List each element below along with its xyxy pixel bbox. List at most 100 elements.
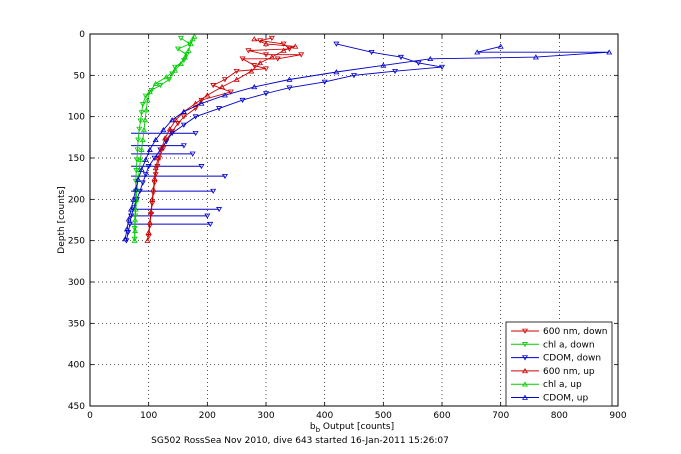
data-point [145, 164, 152, 170]
data-point [280, 41, 287, 47]
legend-label: chl a, up [543, 380, 582, 390]
data-point [132, 206, 139, 212]
data-point [146, 219, 153, 225]
data-point [143, 107, 150, 113]
data-point [134, 147, 141, 153]
data-point [146, 89, 153, 95]
data-point [397, 54, 404, 61]
y-tick-label: 250 [68, 237, 85, 247]
cdom-spike-marker [204, 213, 211, 219]
data-point [155, 155, 162, 161]
data-point [239, 97, 246, 103]
data-point [251, 84, 258, 90]
y-tick-label: 450 [68, 402, 85, 412]
data-point [185, 47, 192, 53]
data-point [169, 117, 176, 123]
legend-item: chl a, down [511, 340, 595, 350]
data-point [158, 145, 165, 151]
data-point [122, 236, 129, 242]
data-point [368, 49, 375, 56]
data-point [292, 43, 299, 49]
legend-swatch-marker [522, 342, 528, 348]
data-point [263, 66, 269, 72]
data-point [166, 126, 173, 132]
data-point [139, 180, 146, 186]
data-point [221, 92, 228, 98]
legend-item: 600 nm, down [511, 327, 608, 337]
data-point [198, 100, 205, 106]
y-tick-label: 200 [68, 195, 85, 205]
legend-swatch-marker [522, 368, 528, 374]
data-point [216, 106, 223, 112]
x-tick-label: 700 [492, 411, 509, 421]
data-point [172, 67, 179, 73]
data-point [133, 157, 140, 163]
data-point [151, 175, 158, 181]
data-point [233, 68, 240, 75]
x-tick-label: 400 [316, 411, 333, 421]
data-point [497, 43, 504, 49]
data-point [286, 85, 293, 91]
data-point [175, 46, 181, 52]
data-point [137, 156, 144, 162]
x-tick-label: 800 [551, 411, 568, 421]
legend-swatch-marker [522, 355, 528, 361]
legend-label: 600 nm, down [543, 327, 608, 337]
data-point [132, 217, 139, 223]
data-point [149, 196, 156, 202]
y-axis-label: Depth [counts] [57, 186, 67, 253]
data-point [136, 126, 143, 132]
data-point [151, 155, 158, 161]
legend-label: CDOM, up [543, 394, 588, 404]
plot-frame [89, 33, 619, 407]
data-point [532, 54, 539, 60]
data-point [125, 216, 132, 222]
cdom-spike-marker [180, 143, 187, 149]
x-axis-label-rest: Output [counts] [320, 422, 394, 432]
data-point [130, 196, 137, 202]
data-point [268, 54, 275, 60]
data-point [245, 48, 252, 54]
series-line [147, 38, 296, 241]
data-point [380, 62, 387, 68]
data-point [439, 64, 445, 70]
data-point [142, 172, 149, 178]
data-point [268, 35, 275, 41]
y-tick-label: 350 [68, 319, 85, 329]
series-line [134, 36, 195, 241]
data-point [123, 226, 130, 232]
series-layer [122, 33, 613, 244]
series-line [125, 43, 443, 241]
data-point [183, 52, 190, 58]
x-axis-label-sub: b [316, 426, 321, 434]
data-point [152, 80, 159, 86]
data-point [251, 36, 258, 42]
data-point [150, 186, 157, 192]
data-point [146, 146, 153, 152]
series-5 [122, 43, 613, 242]
data-point [227, 89, 234, 95]
series-4 [131, 33, 198, 243]
data-point [177, 35, 184, 41]
data-point [157, 83, 164, 89]
data-point [163, 74, 170, 80]
data-point [140, 127, 147, 133]
data-point [180, 108, 187, 114]
data-point [180, 122, 187, 128]
data-point [138, 110, 145, 116]
data-point [169, 130, 176, 137]
data-point [182, 54, 189, 60]
data-point [187, 41, 194, 47]
data-point [138, 166, 145, 172]
data-point [321, 79, 328, 85]
data-point [286, 76, 293, 82]
data-point [257, 60, 264, 66]
x-tick-label: 300 [257, 411, 274, 421]
data-point [131, 237, 138, 243]
data-point [145, 229, 152, 235]
data-point [152, 136, 159, 143]
data-point [135, 137, 142, 143]
cdom-spike-marker [189, 151, 196, 157]
legend-label: 600 nm, up [543, 367, 595, 377]
legend-item: chl a, up [511, 380, 582, 390]
